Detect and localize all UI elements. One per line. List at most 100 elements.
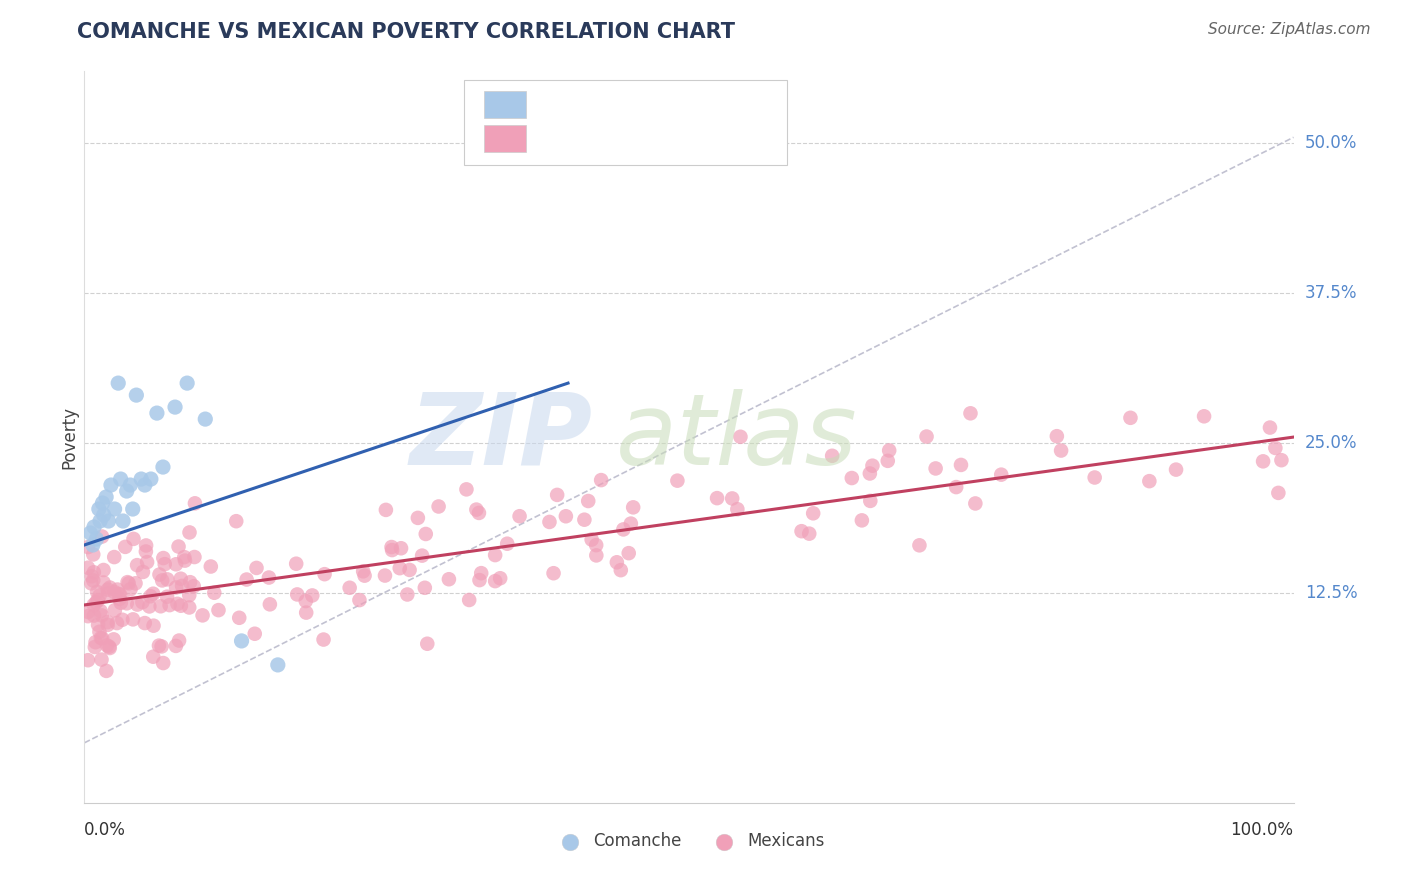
Point bbox=[617, 546, 640, 560]
Point bbox=[121, 502, 143, 516]
Text: 0.394: 0.394 bbox=[581, 95, 637, 113]
Point bbox=[142, 649, 165, 664]
Text: R =: R = bbox=[538, 129, 578, 147]
Point bbox=[122, 612, 145, 626]
Point bbox=[77, 540, 100, 554]
Point bbox=[118, 576, 141, 591]
Point bbox=[108, 591, 131, 606]
Text: Source: ZipAtlas.com: Source: ZipAtlas.com bbox=[1208, 22, 1371, 37]
Point bbox=[148, 567, 170, 582]
Point bbox=[124, 576, 146, 591]
Point bbox=[83, 598, 105, 612]
Point bbox=[801, 506, 824, 520]
Point bbox=[97, 615, 120, 629]
Point bbox=[132, 565, 155, 579]
Point bbox=[489, 571, 512, 585]
Point bbox=[606, 555, 628, 569]
Point bbox=[339, 581, 361, 595]
Point bbox=[821, 449, 844, 463]
Point bbox=[89, 589, 111, 603]
Point bbox=[231, 634, 253, 648]
Point bbox=[173, 550, 195, 565]
Point bbox=[259, 597, 281, 611]
Point bbox=[152, 551, 174, 566]
Point bbox=[437, 572, 460, 586]
Point bbox=[114, 540, 136, 554]
Point bbox=[1084, 470, 1107, 484]
Point bbox=[110, 596, 132, 610]
Point bbox=[585, 538, 607, 552]
Point bbox=[908, 538, 931, 552]
Point bbox=[115, 483, 138, 498]
Point bbox=[245, 561, 267, 575]
Point bbox=[959, 406, 981, 420]
Point bbox=[915, 429, 938, 443]
Point bbox=[179, 525, 201, 540]
Point bbox=[170, 599, 193, 613]
Point bbox=[174, 554, 197, 568]
Point bbox=[285, 587, 308, 601]
Text: R =: R = bbox=[538, 95, 578, 113]
Point bbox=[86, 532, 108, 546]
Point bbox=[543, 566, 565, 581]
Point bbox=[207, 603, 229, 617]
Text: ZIP: ZIP bbox=[409, 389, 592, 485]
Point bbox=[179, 600, 201, 615]
Point bbox=[730, 430, 752, 444]
Point bbox=[89, 604, 111, 618]
Point bbox=[110, 472, 132, 486]
Point bbox=[79, 526, 101, 541]
Point bbox=[93, 575, 115, 590]
Point bbox=[120, 582, 142, 597]
Point bbox=[243, 626, 266, 640]
Point bbox=[235, 573, 257, 587]
Point bbox=[862, 458, 884, 473]
Point bbox=[93, 563, 115, 577]
Point bbox=[859, 467, 882, 481]
Point bbox=[98, 581, 121, 595]
Point bbox=[87, 617, 110, 632]
Point bbox=[621, 500, 644, 515]
Point bbox=[91, 632, 114, 646]
Point bbox=[876, 454, 898, 468]
Point bbox=[98, 640, 121, 655]
Point bbox=[990, 467, 1012, 482]
Text: 29: 29 bbox=[676, 95, 702, 113]
Point bbox=[285, 557, 308, 571]
Point bbox=[538, 515, 561, 529]
Point bbox=[184, 496, 207, 510]
Point bbox=[135, 539, 157, 553]
Point bbox=[877, 443, 900, 458]
Point bbox=[585, 549, 607, 563]
Point bbox=[83, 608, 105, 623]
Point bbox=[1119, 410, 1142, 425]
Point bbox=[97, 586, 120, 600]
Point bbox=[790, 524, 813, 539]
Point bbox=[103, 632, 125, 647]
Point bbox=[1264, 441, 1286, 455]
Point bbox=[666, 474, 689, 488]
Point bbox=[83, 640, 105, 654]
Text: N =: N = bbox=[634, 129, 686, 147]
Point bbox=[97, 582, 120, 597]
Point bbox=[112, 514, 135, 528]
Point bbox=[152, 460, 174, 475]
Point bbox=[581, 533, 603, 547]
Point bbox=[80, 569, 103, 583]
Point bbox=[90, 608, 112, 623]
Point bbox=[98, 640, 121, 654]
Point bbox=[150, 574, 173, 588]
Y-axis label: Poverty: Poverty bbox=[60, 406, 79, 468]
Point bbox=[84, 595, 107, 609]
Point bbox=[427, 500, 450, 514]
Text: 198: 198 bbox=[676, 129, 714, 147]
Text: COMANCHE VS MEXICAN POVERTY CORRELATION CHART: COMANCHE VS MEXICAN POVERTY CORRELATION … bbox=[77, 22, 735, 42]
Point bbox=[149, 599, 172, 614]
Legend: Comanche, Mexicans: Comanche, Mexicans bbox=[547, 825, 831, 856]
Point bbox=[202, 586, 225, 600]
Point bbox=[574, 513, 596, 527]
Point bbox=[167, 633, 190, 648]
Point bbox=[111, 613, 134, 627]
Point bbox=[546, 488, 568, 502]
Point bbox=[87, 502, 110, 516]
